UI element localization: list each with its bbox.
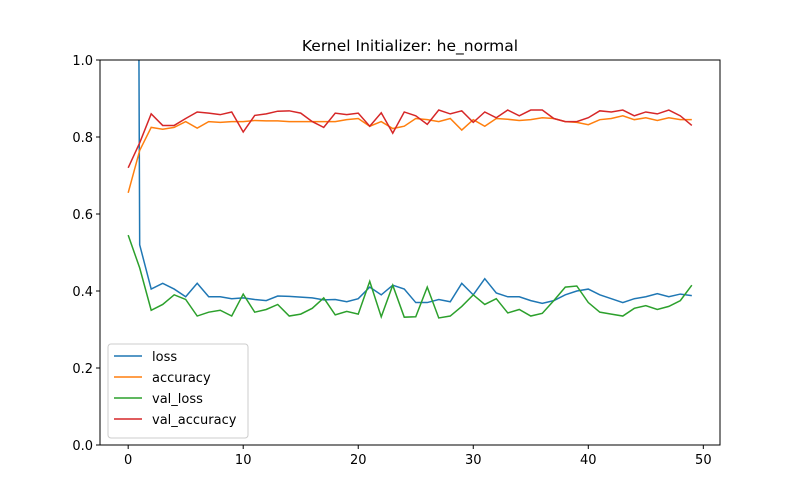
line-series bbox=[127, 115, 692, 194]
axes-frame bbox=[99, 59, 721, 446]
x-tick-label: 30 bbox=[465, 453, 482, 468]
x-tick-label: 50 bbox=[695, 453, 712, 468]
legend-label: val_accuracy bbox=[152, 413, 237, 428]
y-tick-label: 1.0 bbox=[72, 54, 93, 69]
y-tick-label: 0.0 bbox=[72, 439, 93, 454]
x-tick-label: 40 bbox=[580, 453, 597, 468]
x-tick-label: 10 bbox=[235, 453, 252, 468]
x-tick-label: 20 bbox=[350, 453, 367, 468]
y-tick-label: 0.8 bbox=[72, 131, 93, 146]
line-series bbox=[127, 234, 693, 320]
legend-label: val_loss bbox=[152, 392, 203, 407]
line-series bbox=[138, 60, 692, 305]
legend-label: accuracy bbox=[152, 371, 211, 386]
legend-label: loss bbox=[152, 350, 177, 365]
plot-area bbox=[127, 60, 693, 320]
y-tick-label: 0.6 bbox=[72, 208, 93, 223]
legend-box bbox=[107, 343, 249, 439]
line-series bbox=[127, 109, 693, 169]
x-tick-label: 0 bbox=[124, 453, 132, 468]
chart-title: Kernel Initializer: he_normal bbox=[302, 37, 518, 56]
y-tick-label: 0.4 bbox=[72, 285, 93, 300]
y-tick-label: 0.2 bbox=[72, 362, 93, 377]
